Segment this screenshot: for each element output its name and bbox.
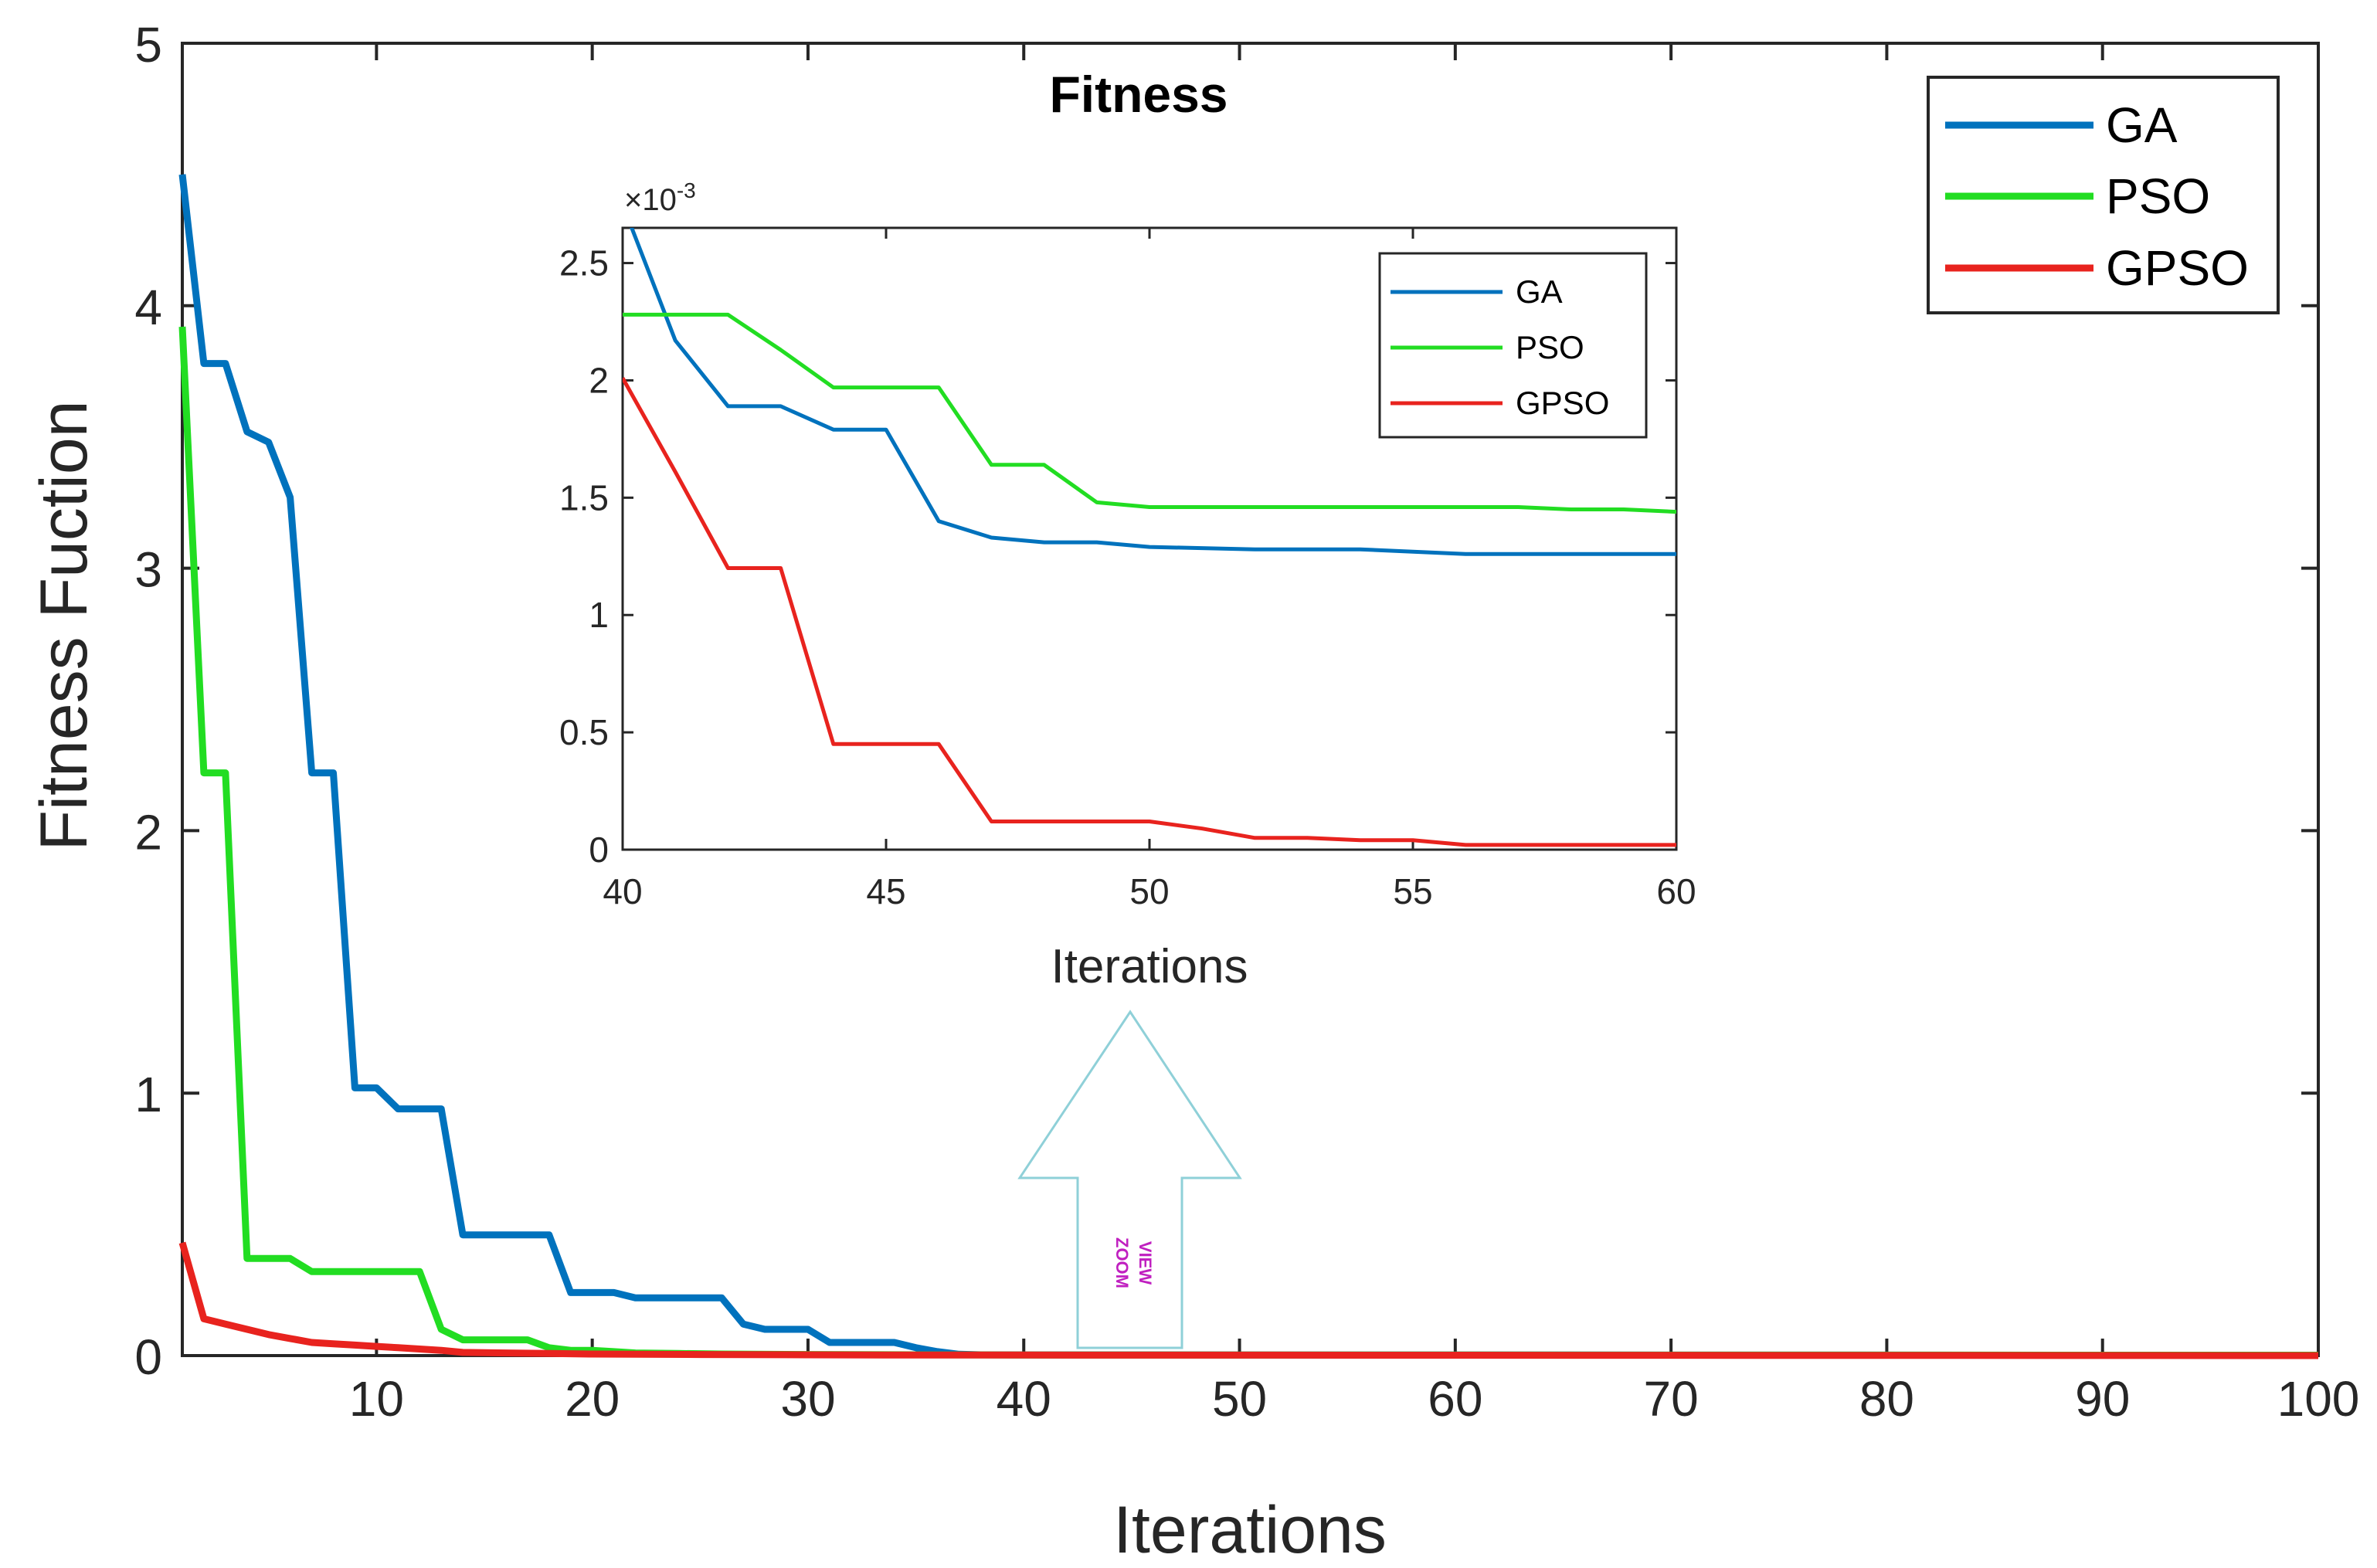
main-x-tick-label-80: 80 — [1859, 1371, 1914, 1427]
main-y-tick-label-5: 5 — [134, 17, 162, 73]
inset-series-line-pso — [623, 312, 1676, 514]
main-y-axis-label: Fitness Fuction — [27, 400, 101, 850]
main-y-tick-label-4: 4 — [134, 280, 162, 335]
main-y-tick-label-2: 2 — [134, 804, 162, 860]
inset-scale-label: ×10-3 — [624, 178, 696, 217]
inset-x-tick-label-60: 60 — [1656, 871, 1696, 911]
main-x-tick-label-40: 40 — [997, 1371, 1051, 1427]
main-x-tick-label-60: 60 — [1428, 1371, 1482, 1427]
main-x-tick-label-20: 20 — [565, 1371, 620, 1427]
inset-x-tick-label-50: 50 — [1129, 871, 1169, 911]
inset-legend-label-gpso: GPSO — [1516, 385, 1609, 421]
main-x-tick-label-10: 10 — [349, 1371, 404, 1427]
inset-x-tick-label-45: 45 — [866, 871, 905, 911]
main-x-tick-label-90: 90 — [2075, 1371, 2130, 1427]
inset-y-tick-label-4: 2 — [589, 360, 609, 400]
inset-scale-exponent: -3 — [677, 178, 696, 202]
main-y-tick-label-0: 0 — [134, 1329, 162, 1385]
zoom-arrow-shape — [1017, 1010, 1242, 1349]
inset-x-tick-label-55: 55 — [1393, 871, 1432, 911]
main-x-tick-label-30: 30 — [780, 1371, 835, 1427]
inset-y-tick-label-5: 2.5 — [559, 243, 609, 283]
zoom-arrow-label-zoom: ZOOM — [1112, 1237, 1132, 1288]
main-x-axis-label: Iterations — [1113, 1493, 1387, 1567]
main-x-tick-label-70: 70 — [1644, 1371, 1699, 1427]
inset-x-axis-label: Iterations — [1051, 940, 1248, 993]
main-title: Fitness — [1049, 66, 1228, 123]
inset-y-tick-label-1: 0.5 — [559, 712, 609, 752]
inset-series-line-ga — [630, 228, 1676, 556]
inset-legend: GA PSO GPSO — [1378, 252, 1648, 439]
zoom-arrow-label-view: VIEW — [1136, 1241, 1155, 1285]
legend-label-gpso: GPSO — [2106, 240, 2249, 296]
inset-lines — [623, 228, 1676, 847]
inset-legend-label-ga: GA — [1516, 273, 1563, 310]
main-x-tick-label-50: 50 — [1212, 1371, 1267, 1427]
inset-y-tick-label-3: 1.5 — [559, 477, 609, 518]
zoom-arrow: ZOOM VIEW — [1017, 1010, 1242, 1349]
main-x-tick-label-100: 100 — [2277, 1371, 2360, 1427]
legend-label-ga: GA — [2106, 97, 2178, 153]
inset-legend-box — [1378, 252, 1648, 439]
main-y-tick-label-3: 3 — [134, 542, 162, 598]
main-lines — [178, 174, 2319, 1359]
inset-y-tick-label-2: 1 — [589, 595, 609, 635]
main-series-line-ga — [178, 174, 2319, 1359]
inset-legend-label-pso: PSO — [1516, 329, 1584, 365]
inset-ticks: 40 45 50 55 60 0 0.5 1 1.5 2 2.5 — [559, 228, 1696, 911]
main-series-line-gpso — [178, 1241, 2319, 1359]
main-y-tick-label-1: 1 — [134, 1067, 162, 1122]
inset-x-tick-label-40: 40 — [603, 871, 642, 911]
main-legend-box — [1927, 76, 2280, 314]
legend-label-pso: PSO — [2106, 168, 2210, 224]
inset-series-line-gpso — [623, 377, 1676, 847]
inset-scale-base: ×10 — [624, 183, 677, 217]
main-legend: GA PSO GPSO — [1927, 76, 2280, 314]
inset-y-tick-label-0: 0 — [589, 830, 609, 870]
